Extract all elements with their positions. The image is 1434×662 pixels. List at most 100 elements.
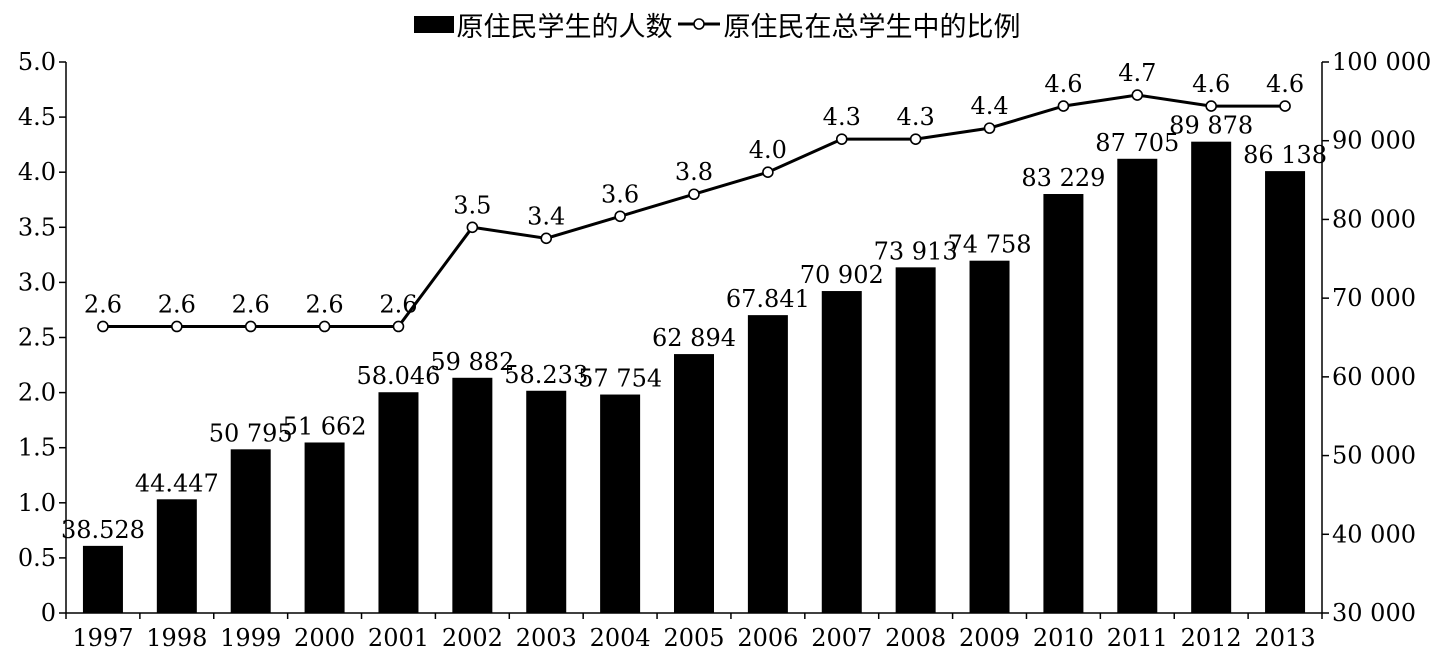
ratio-data-label: 3.6 [601,180,639,208]
ratio-point [392,320,405,333]
chart-legend: 原住民学生的人数 原住民在总学生中的比例 [0,4,1434,44]
y-left-tick-label: 3.5 [18,213,56,241]
ratio-point [1205,100,1217,112]
bar-data-label: 51 662 [283,412,367,440]
bar [526,390,567,613]
legend-item-bar: 原住民学生的人数 [413,5,673,44]
ratio-data-label: 2.6 [379,290,417,318]
bar [747,315,788,613]
x-tick-label: 1998 [146,624,207,652]
ratio-point [1057,100,1070,112]
bar-data-label: 44.447 [135,469,219,497]
ratio-point [909,133,922,145]
ratio-data-label: 3.5 [453,191,491,219]
x-tick-label: 2004 [590,624,651,652]
bar [1117,158,1158,613]
ratio-data-label: 4.3 [897,103,935,131]
x-tick-label: 2013 [1255,624,1316,652]
y-right-tick-label: 100 000 [1332,48,1431,76]
x-tick-label: 2007 [811,624,872,652]
x-tick-label: 1999 [220,624,281,652]
bar-data-label: 57 754 [578,365,662,393]
bar-data-label: 58.233 [504,361,588,389]
legend-line-label: 原住民在总学生中的比例 [723,11,1021,43]
y-left-tick-label: 4.5 [18,103,56,131]
y-left-tick-label: 4.0 [18,158,56,186]
bar-data-label: 83 229 [1021,164,1105,192]
legend-line-swatch [677,18,720,30]
x-tick-label: 2012 [1181,624,1242,652]
x-tick-label: 2000 [294,624,355,652]
y-left-tick-label: 1.5 [18,434,56,462]
x-tick-label: 2001 [368,624,429,652]
x-tick-label: 2003 [516,624,577,652]
bar [156,499,197,613]
bar-data-label: 62 894 [652,324,736,352]
ratio-point [983,122,996,134]
bar-data-label: 73 913 [874,237,958,265]
ratio-point [540,232,553,245]
bar [895,267,936,613]
bar [1043,194,1084,614]
bar [378,392,419,613]
bar-data-label: 50 795 [209,419,293,447]
bar [969,260,1010,613]
bar-data-label: 38.528 [61,516,145,544]
ratio-point [762,166,774,178]
y-right-tick-label: 50 000 [1332,442,1416,470]
legend-bar-label: 原住民学生的人数 [456,11,673,43]
x-tick-label: 2008 [885,624,946,652]
bar-data-label: 67.841 [726,285,810,313]
bar [1191,141,1232,613]
ratio-point [1131,89,1144,101]
ratio-data-label: 4.0 [749,136,787,164]
bar-data-label: 87 705 [1095,129,1179,157]
ratio-data-label: 4.6 [1044,70,1082,98]
ratio-point [835,133,848,145]
ratio-point [171,320,183,333]
ratio-point [318,320,331,333]
ratio-point [244,320,257,333]
ratio-data-label: 2.6 [84,290,122,318]
legend-bar-swatch [413,15,454,33]
y-right-tick-label: 40 000 [1332,520,1416,548]
bar-data-label: 86 138 [1243,141,1327,169]
ratio-data-label: 2.6 [306,290,344,318]
ratio-data-label: 2.6 [158,290,196,318]
ratio-point [466,221,479,234]
bar [452,377,493,613]
y-right-tick-label: 60 000 [1332,363,1416,391]
x-tick-label: 2002 [442,624,503,652]
y-left-tick-label: 1.0 [18,489,56,517]
bar-data-label: 89 878 [1169,112,1253,140]
y-right-tick-label: 70 000 [1332,284,1416,312]
y-right-tick-label: 80 000 [1332,205,1416,233]
y-left-tick-label: 3.0 [18,268,56,296]
ratio-data-label: 4.4 [970,92,1008,120]
y-right-tick-label: 90 000 [1332,127,1416,155]
ratio-point [1279,100,1291,112]
bar [304,442,345,613]
ratio-data-label: 3.8 [675,158,713,186]
x-tick-label: 2005 [663,624,724,652]
bar-data-label: 58.046 [356,362,440,390]
ratio-data-label: 4.7 [1118,59,1156,87]
ratio-data-label: 2.6 [232,290,270,318]
ratio-data-label: 4.6 [1192,70,1230,98]
ratio-point [97,320,109,333]
y-right-tick-label: 30 000 [1332,599,1416,627]
ratio-data-label: 4.3 [823,103,861,131]
y-left-tick-label: 2.5 [18,324,56,352]
bar [674,354,714,613]
y-left-tick-label: 0 [41,599,56,627]
x-tick-label: 2010 [1033,624,1094,652]
x-tick-label: 2009 [959,624,1020,652]
bar-data-label: 70 902 [800,261,884,289]
ratio-point [614,210,626,223]
bar-data-label: 59 882 [430,348,514,376]
ratio-point [688,188,700,201]
x-tick-label: 2006 [737,624,798,652]
y-left-tick-label: 0.5 [18,544,56,572]
legend-item-line: 原住民在总学生中的比例 [677,5,1021,44]
